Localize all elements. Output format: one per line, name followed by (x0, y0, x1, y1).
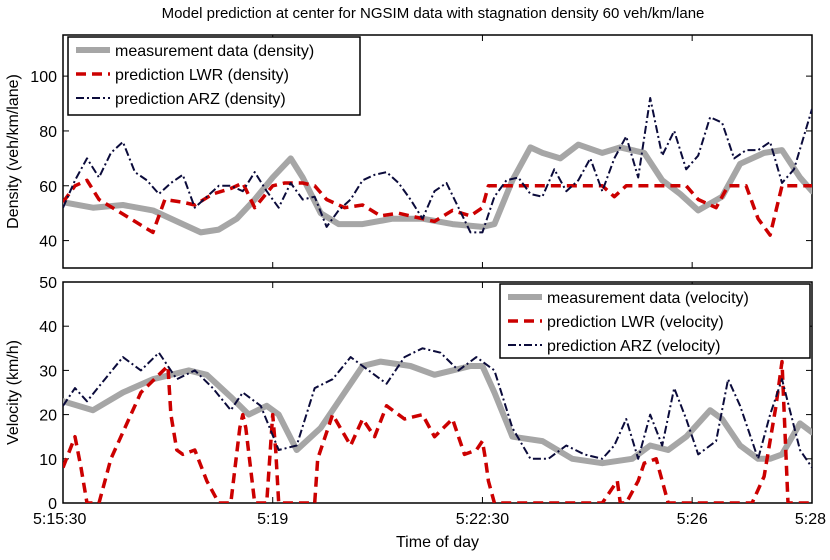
legend-box (499, 283, 811, 359)
series-line-lwr (63, 178, 812, 237)
x-tick-label: 5:22:30 (456, 511, 509, 528)
series-line-lwr (63, 359, 812, 503)
legend-label: prediction ARZ (velocity) (547, 338, 720, 355)
y-tick-label: 60 (39, 179, 57, 196)
x-tick-label: 5:19 (257, 511, 288, 528)
legend-label: measurement data (density) (115, 43, 314, 60)
y-axis-label: Density (veh/km/lane) (5, 74, 22, 229)
y-tick-label: 100 (30, 69, 57, 86)
y-tick-label: 30 (39, 363, 57, 380)
velocity-panel: 0 10 20 30 40 50 5:15:30 5:19 5:22:30 5:26 5:28 Vel… (5, 275, 826, 551)
x-tick-label: 5:26 (677, 511, 708, 528)
series-group (63, 97, 812, 237)
x-axis-label: Time of day (396, 534, 479, 551)
legend-label: prediction LWR (density) (115, 67, 289, 84)
legend-box (67, 36, 361, 116)
density-panel: 40 60 80 100 Density (veh/km/lane) measuremen… (5, 34, 813, 269)
y-tick-label: 80 (39, 124, 57, 141)
series-line-measurement (63, 141, 812, 236)
series-line-arz (63, 347, 812, 469)
y-tick-label: 0 (48, 496, 57, 513)
legend-label: measurement data (velocity) (547, 290, 749, 307)
legend-label: prediction LWR (velocity) (547, 314, 724, 331)
x-tick-label: 5:28 (795, 511, 826, 528)
legend-label: prediction ARZ (density) (115, 91, 286, 108)
y-tick-label: 40 (39, 234, 57, 251)
y-tick-label: 10 (39, 452, 57, 469)
y-tick-label: 50 (39, 275, 57, 292)
series-line-arz (63, 97, 812, 234)
figure-title: Model prediction at center for NGSIM dat… (162, 5, 705, 22)
y-tick-label: 20 (39, 408, 57, 425)
y-axis-label: Velocity (km/h) (5, 340, 22, 445)
x-tick-label: 5:15:30 (33, 511, 86, 528)
series-group (63, 347, 812, 503)
y-tick-label: 40 (39, 319, 57, 336)
